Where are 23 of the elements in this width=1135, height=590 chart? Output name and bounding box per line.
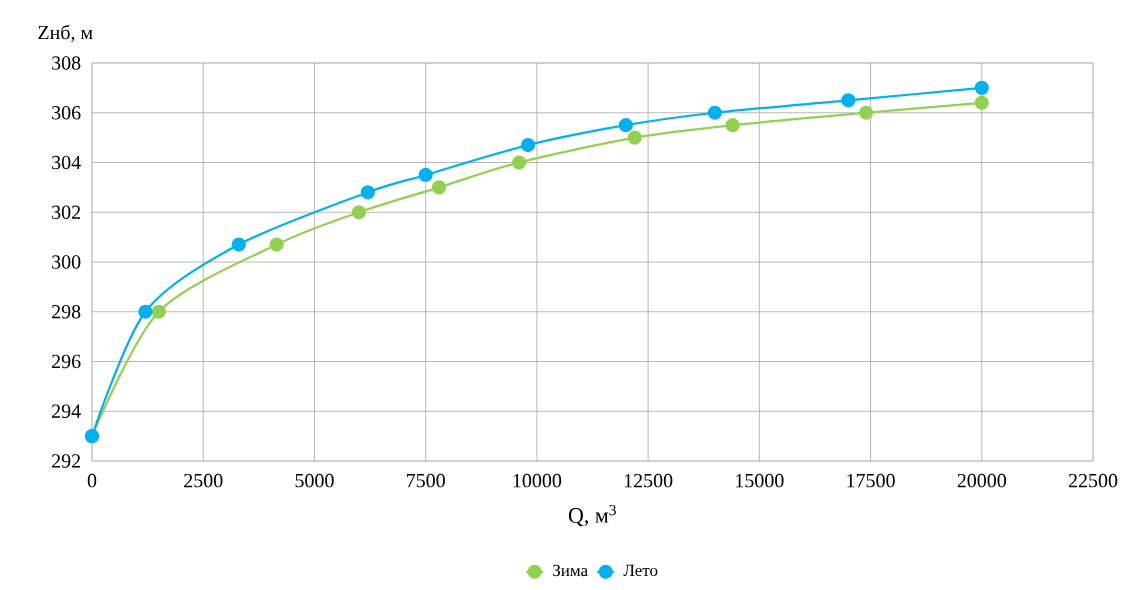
x-tick-label: 7500 — [406, 473, 445, 488]
x-tick-label: 20000 — [957, 473, 1007, 488]
y-tick-label: 306 — [52, 106, 81, 120]
y-tick-label: 302 — [52, 205, 81, 219]
x-tick-label: 5000 — [295, 473, 334, 488]
x-tick-label: 17500 — [847, 473, 895, 488]
y-tick-label: 296 — [52, 354, 81, 369]
legend-label: Зима — [553, 564, 588, 577]
x-tick-label: 22500 — [1068, 473, 1118, 488]
x-axis-title: Q, м$^{3}$ — [568, 504, 616, 527]
x-tick-label: 10000 — [513, 473, 562, 488]
y-axis-title: Zнб, м — [38, 24, 93, 43]
y-tick-label: 292 — [52, 454, 81, 468]
y-tick-label: 294 — [52, 404, 81, 418]
y-tick-label: 298 — [52, 305, 81, 319]
x-tick-label: 15000 — [736, 473, 784, 488]
y-tick-label: 304 — [52, 155, 81, 170]
y-tick-label: 308 — [52, 56, 81, 70]
x-tick-label: 0 — [87, 473, 97, 488]
x-tick-label: 12500 — [624, 473, 673, 488]
y-tick-label: 300 — [52, 255, 81, 269]
x-tick-label: 2500 — [184, 473, 223, 488]
legend-label: Лето — [623, 564, 658, 577]
